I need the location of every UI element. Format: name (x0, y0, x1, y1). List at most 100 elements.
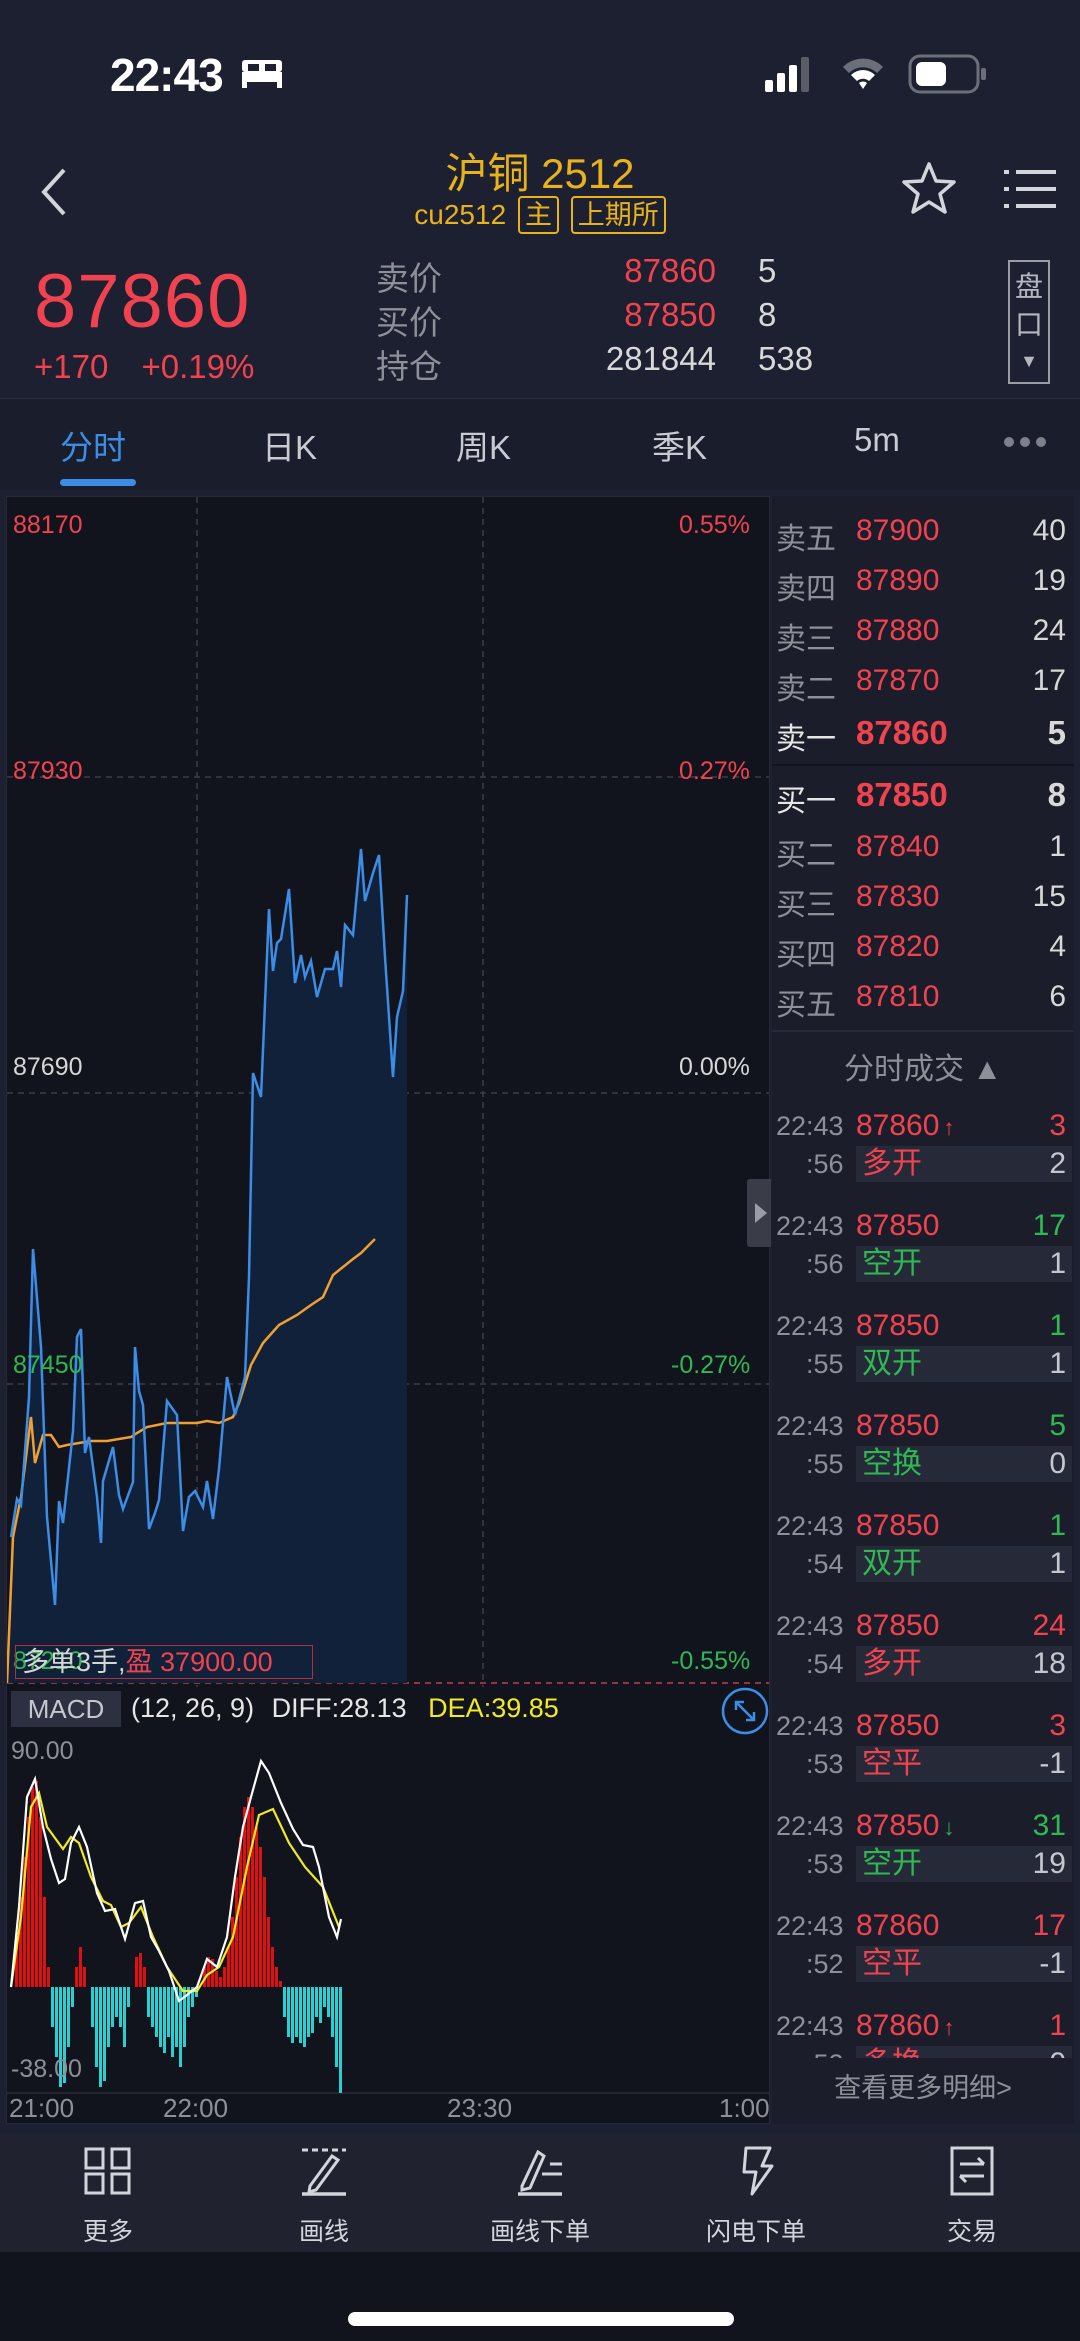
ask-level-1[interactable]: 卖一 87860 5 (776, 706, 1072, 756)
tick-seconds: :53 (806, 1749, 844, 1779)
more-label: 更多 (82, 2218, 133, 2246)
ask-volume: 5 (758, 252, 777, 289)
tick-type: 空平 (862, 1747, 922, 1780)
up-arrow-icon: ↑ (943, 1115, 955, 1140)
level-volume: 6 (1049, 980, 1066, 1013)
bid-level-3[interactable]: 买三 87830 15 (776, 872, 1072, 922)
tab-daily-k[interactable]: 日K (262, 429, 318, 466)
bottom-toolbar: 更多 画线 画线下单 闪电下单 交易 (0, 2134, 1080, 2252)
tick-time: 22:43 (776, 2011, 844, 2041)
ask-value: 87860 (624, 252, 716, 289)
grid-icon (84, 2147, 131, 2195)
home-indicator-area (0, 2252, 1080, 2341)
ask-level-3[interactable]: 卖三 87880 24 (776, 606, 1072, 656)
macd-max-label: 90.00 (11, 1737, 74, 1765)
ask-level-2[interactable]: 卖二 87870 17 (776, 656, 1072, 706)
flash-order-button[interactable]: 闪电下单 (648, 2134, 864, 2252)
level-label: 买五 (776, 989, 836, 1022)
book-divider (772, 764, 1074, 766)
time-sales-toggle[interactable]: 分时成交 ▲ (843, 1053, 1003, 1086)
trade-button[interactable]: 交易 (864, 2134, 1080, 2252)
trade-tick: 22:43 :55 87850 5 空换 0 (776, 1408, 1072, 1508)
bid-label: 买价 (376, 304, 442, 341)
pankou-label: 盘口 (1015, 271, 1044, 340)
level-label: 买四 (776, 939, 836, 972)
intraday-chart[interactable]: 88170 87930 87690 87450 87210 0.55% 0.27… (6, 496, 771, 2125)
tick-time: 22:43 (776, 1411, 844, 1441)
more-button[interactable]: 更多 (0, 2134, 216, 2252)
view-more-details-link[interactable]: 查看更多明细> (772, 2058, 1074, 2118)
macd-values: (12, 26, 9) DIFF:28.13 DEA:39.85 (131, 1693, 559, 1724)
fullscreen-expand-icon[interactable] (721, 1687, 769, 1735)
menu-list-icon[interactable] (1004, 166, 1056, 212)
bid-volume: 8 (758, 296, 777, 333)
indicator-selector[interactable]: MACD (11, 1691, 121, 1727)
tick-oi-change: 0 (1049, 1447, 1066, 1480)
tick-time: 22:43 (776, 1511, 844, 1541)
tab-intraday[interactable]: 分时 (60, 429, 126, 466)
wifi-icon (843, 58, 883, 89)
ask-level-4[interactable]: 卖四 87890 19 (776, 556, 1072, 606)
more-options-icon[interactable] (1003, 435, 1047, 449)
level-label: 卖四 (776, 573, 836, 606)
ask-level-5[interactable]: 卖五 87900 40 (776, 506, 1072, 556)
bid-value: 87850 (624, 296, 716, 333)
draw-line-label: 画线 (298, 2218, 349, 2246)
draw-line-order-button[interactable]: 画线下单 (432, 2134, 648, 2252)
tick-volume: 1 (1049, 1509, 1066, 1542)
position-pnl-label[interactable]: 多单3手,盈 37900.00 (15, 1645, 313, 1679)
pankou-toggle-button[interactable]: 盘口 ▼ (1008, 260, 1050, 384)
bid-level-1[interactable]: 买一 87850 8 (776, 768, 1072, 818)
tab-quarterly-k[interactable]: 季K (652, 429, 708, 466)
tick-oi-change: 18 (1032, 1647, 1066, 1680)
axis-label-max: 88170 (13, 511, 83, 539)
triangle-right-icon (755, 1203, 767, 1223)
tick-type: 空开 (862, 1247, 922, 1280)
tick-type: 双开 (862, 1347, 922, 1380)
back-button[interactable] (30, 162, 80, 222)
tick-price: 87850 (856, 1709, 940, 1742)
tick-price: 87860 ↑ (856, 2009, 955, 2042)
tab-weekly-k[interactable]: 周K (456, 429, 512, 466)
tick-volume: 24 (1032, 1609, 1066, 1642)
tick-price: 87850 (856, 1509, 940, 1542)
tick-time: 22:43 (776, 1211, 844, 1241)
axis-label-min: 87210 (13, 1647, 83, 1675)
tick-price: 87850 (856, 1309, 940, 1342)
up-arrow-icon: ↑ (943, 2015, 955, 2040)
macd-params: (12, 26, 9) (131, 1693, 255, 1723)
tick-oi-change: 1 (1049, 1347, 1066, 1380)
orderbook-collapse-handle[interactable] (747, 1179, 771, 1247)
battery-icon (908, 54, 986, 94)
tick-oi-change: -1 (1039, 1947, 1066, 1980)
macd-header: MACD (12, 26, 9) DIFF:28.13 DEA:39.85 (7, 1687, 769, 1735)
tick-seconds: :53 (806, 1849, 844, 1879)
tick-price: 87850 (856, 1609, 940, 1642)
macd-dea: DEA:39.85 (428, 1693, 559, 1723)
level-label: 卖二 (776, 673, 836, 706)
trade-tick: 22:43 :53 87850 ↓ 31 空开 19 (776, 1808, 1072, 1908)
macd-diff: DIFF:28.13 (271, 1693, 407, 1723)
level-price: 87820 (856, 930, 940, 963)
time-axis: 21:00 22:00 23:30 1:00 (7, 2093, 770, 2125)
exchange-badge: 上期所 (570, 196, 666, 234)
bid-level-4[interactable]: 买四 87820 4 (776, 922, 1072, 972)
level-volume: 4 (1049, 930, 1066, 963)
level-price: 87890 (856, 564, 940, 597)
tab-5m[interactable]: 5m (854, 421, 900, 458)
tick-price: 87850 (856, 1209, 940, 1242)
level-volume: 40 (1032, 514, 1066, 547)
level-label: 卖一 (776, 723, 836, 756)
bid-level-5[interactable]: 买五 87810 6 (776, 972, 1072, 1022)
tick-price: 87850 ↓ (856, 1809, 955, 1842)
favorite-star-icon[interactable] (900, 160, 958, 218)
draw-line-button[interactable]: 画线 (216, 2134, 432, 2252)
trade-tick: 22:43 :56 87860 ↑ 3 多开 2 (776, 1108, 1072, 1208)
tick-volume: 3 (1049, 1109, 1066, 1142)
bid-level-2[interactable]: 买二 87840 1 (776, 822, 1072, 872)
time-label: 21:00 (9, 2093, 75, 2123)
home-indicator[interactable] (348, 2312, 734, 2326)
level-label: 买三 (776, 889, 836, 922)
trade-tick: 22:43 :53 87850 3 空平 -1 (776, 1708, 1072, 1808)
down-arrow-icon: ↓ (943, 1815, 955, 1840)
